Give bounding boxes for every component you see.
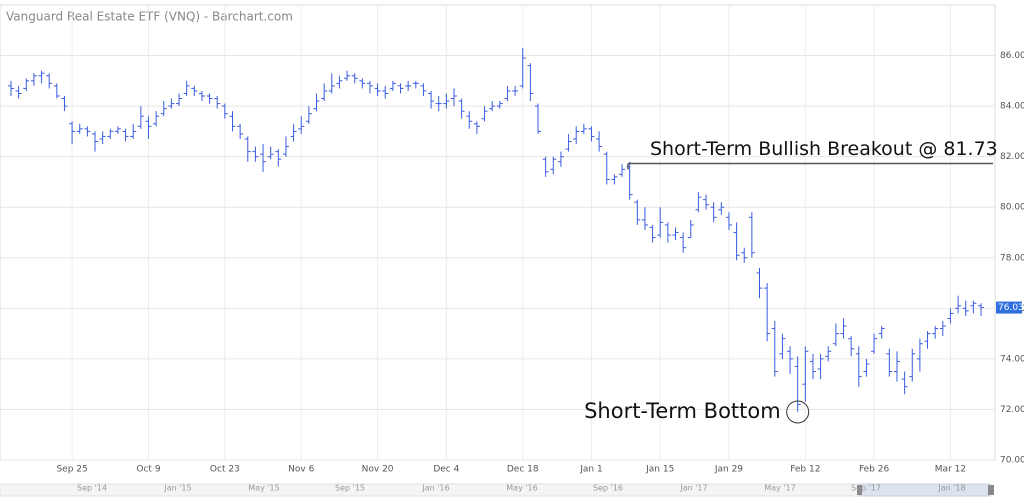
last-price-box — [996, 301, 1022, 314]
y-tick-label: 78.00 — [1000, 253, 1024, 263]
x-tick-label: Mar 12 — [935, 465, 966, 475]
navigator-label: May '15 — [248, 484, 279, 493]
navigator-label: Jan '17 — [679, 484, 707, 493]
y-tick-label: 70.00 — [1000, 456, 1024, 466]
chart-title: Vanguard Real Estate ETF (VNQ) - Barchar… — [6, 10, 293, 24]
navigator-handle[interactable] — [857, 485, 862, 495]
annotation: Short-Term Bottom — [584, 399, 781, 423]
bottom-circle — [786, 400, 810, 424]
navigator-handle[interactable] — [988, 485, 994, 495]
annotation: Short-Term Bullish Breakout @ 81.73 — [650, 138, 998, 160]
x-tick-label: Nov 20 — [362, 465, 394, 475]
x-tick-label: Oct 9 — [136, 465, 160, 475]
y-tick-label: 74.00 — [1000, 354, 1024, 364]
navigator-label: May '16 — [506, 484, 537, 493]
navigator-label: Sep '16 — [593, 484, 623, 493]
navigator-label: Sep '14 — [77, 484, 107, 493]
x-tick-label: Sep 25 — [56, 465, 87, 475]
x-tick-label: Feb 26 — [859, 465, 890, 475]
navigator-label: Sep '15 — [335, 484, 365, 493]
x-tick-label: Jan 1 — [579, 465, 602, 475]
x-tick-label: Nov 6 — [288, 465, 314, 475]
navigator-label: Jan '16 — [421, 484, 449, 493]
y-tick-label: 82.00 — [1000, 152, 1024, 162]
x-tick-label: Dec 18 — [507, 465, 539, 475]
x-tick-label: Oct 23 — [210, 465, 240, 475]
y-tick-label: 86.00 — [1000, 51, 1024, 61]
y-tick-label: 84.00 — [1000, 102, 1024, 112]
y-tick-label: 72.00 — [1000, 405, 1024, 415]
navigator-label: May '17 — [764, 484, 795, 493]
navigator-label: Sep '17 — [851, 484, 881, 493]
y-tick-label: 80.00 — [1000, 203, 1024, 213]
x-tick-label: Jan 29 — [714, 465, 743, 475]
x-tick-label: Dec 4 — [433, 465, 459, 475]
last-price-label: 76.03 — [998, 303, 1024, 313]
plot-frame — [0, 4, 996, 461]
navigator[interactable] — [0, 483, 991, 497]
navigator-label: Jan '15 — [163, 484, 191, 493]
navigator-label: Jan '18 — [937, 484, 965, 493]
x-tick-label: Jan 15 — [645, 465, 674, 475]
x-tick-label: Feb 12 — [790, 465, 820, 475]
